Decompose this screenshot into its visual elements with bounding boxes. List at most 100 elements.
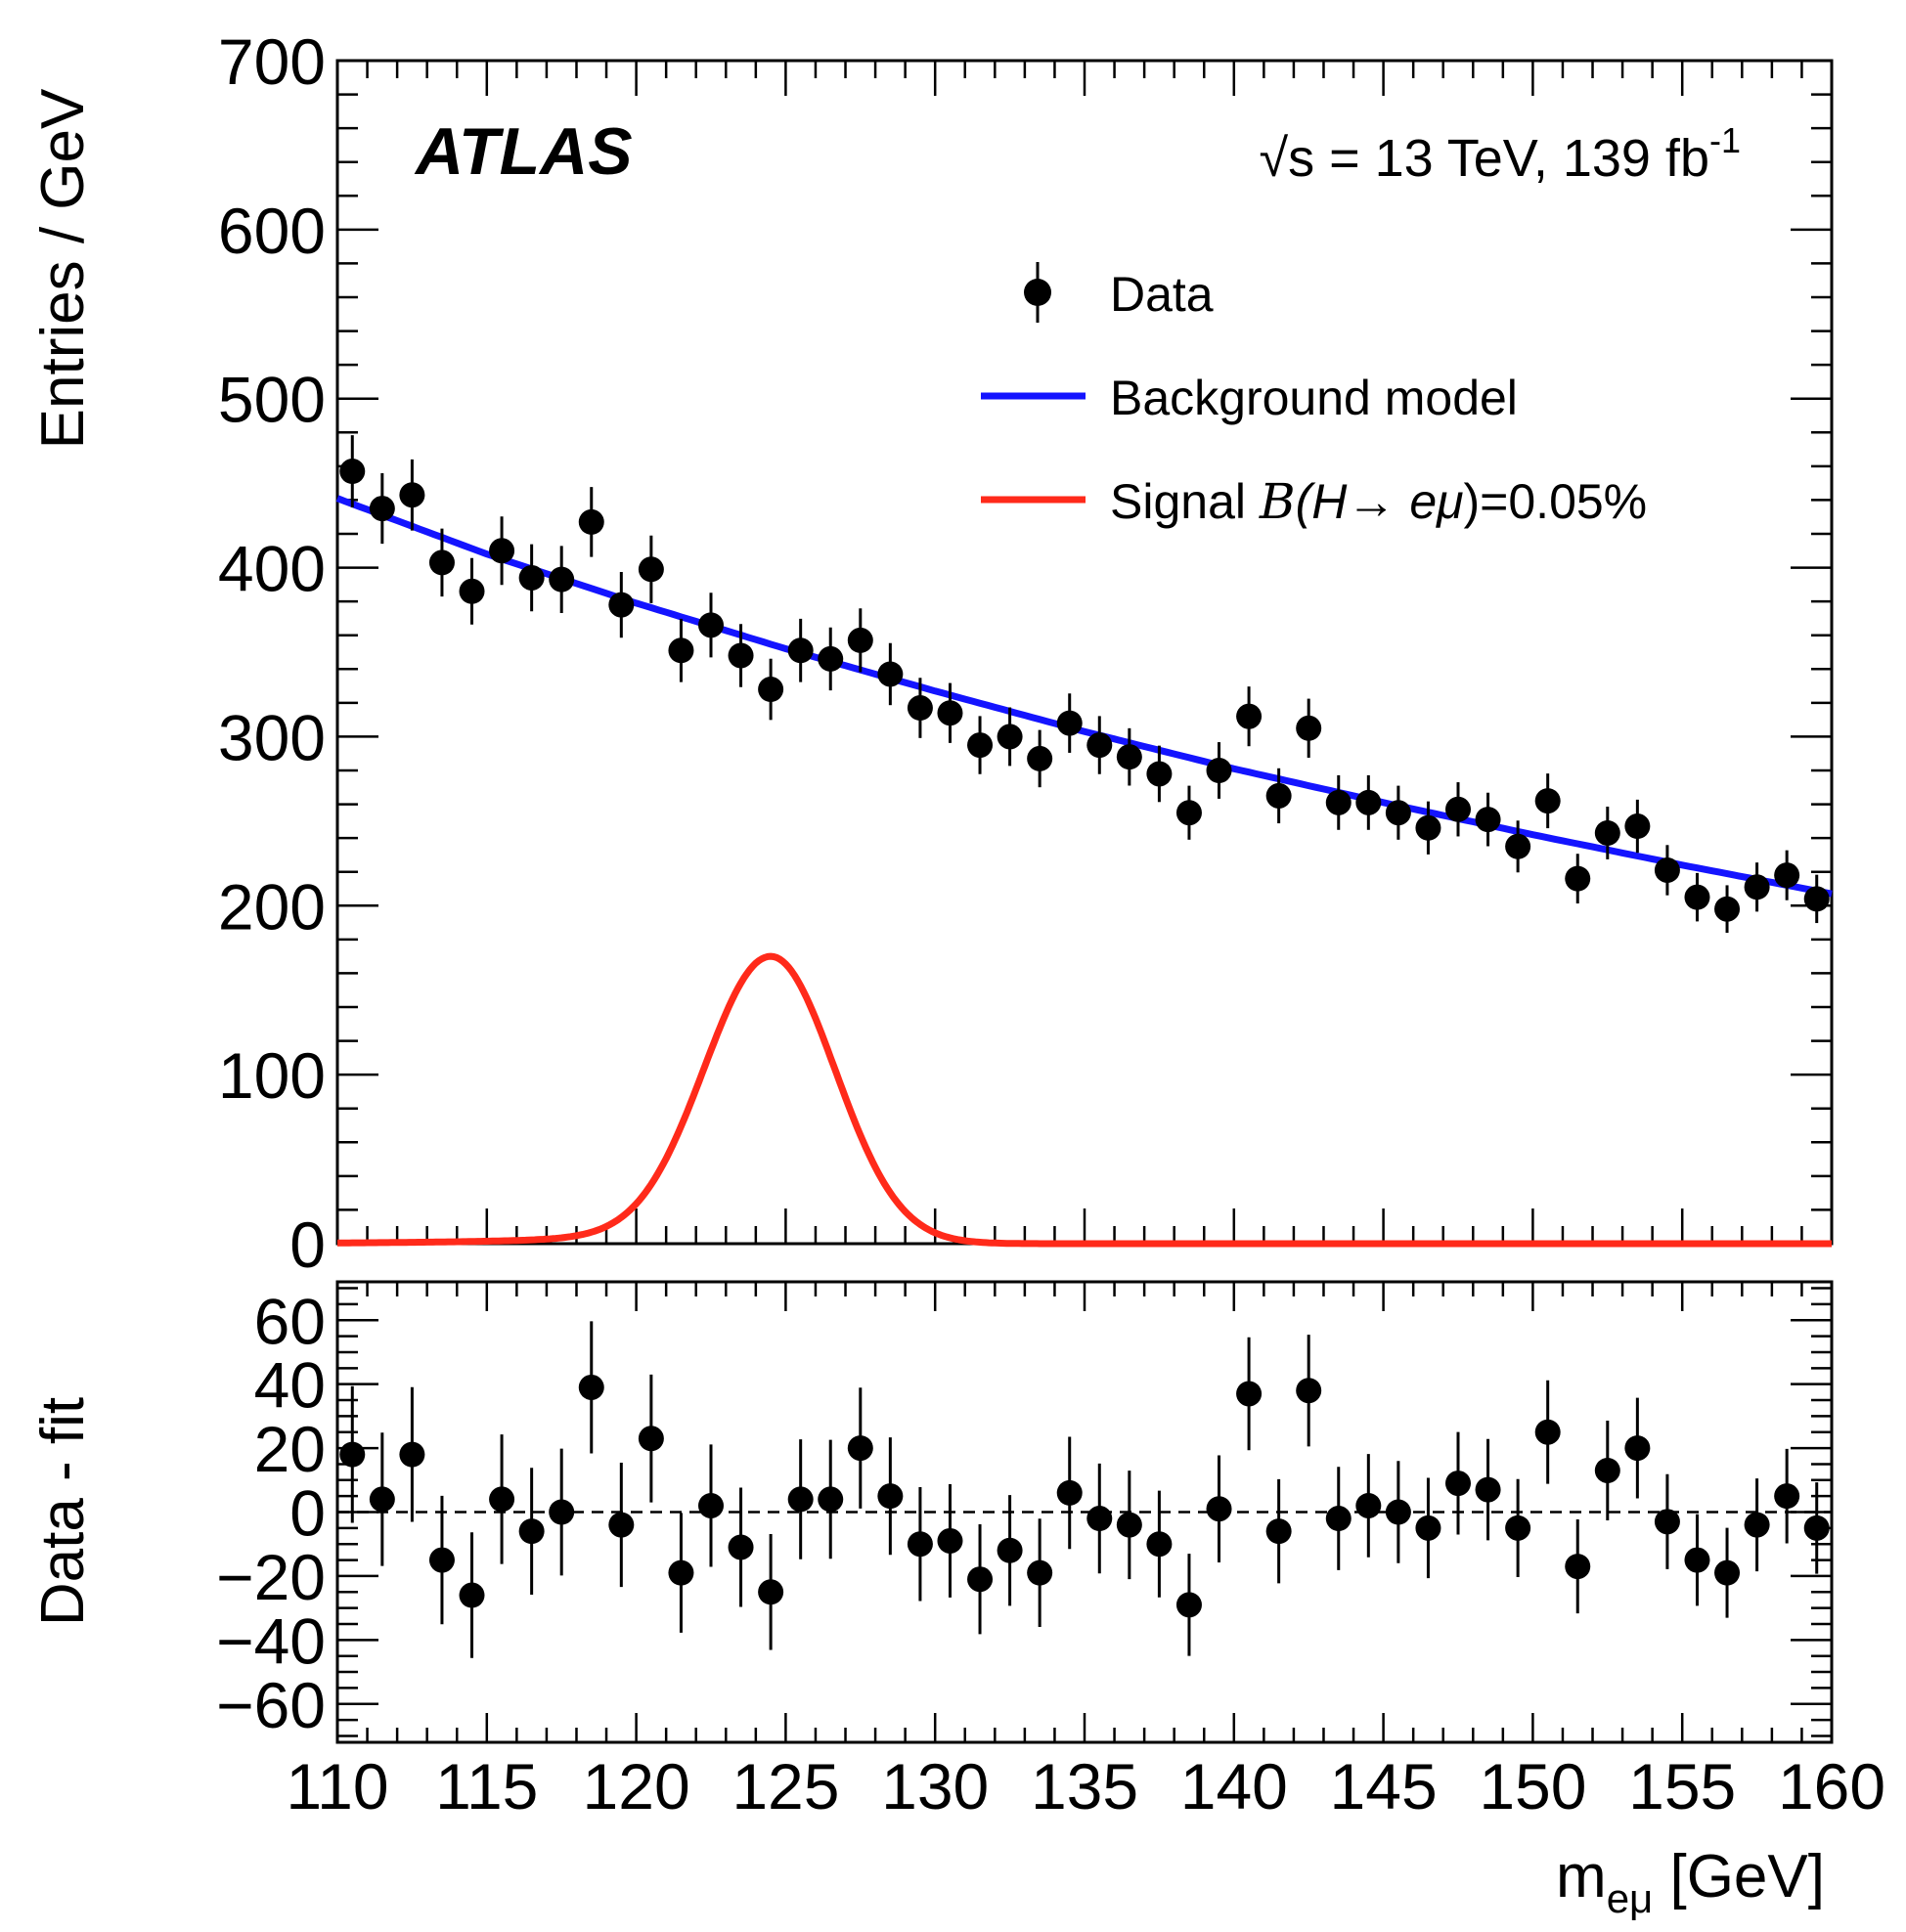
main-data-point xyxy=(1744,874,1770,900)
main-data-point xyxy=(1086,732,1113,759)
ratio-y-tick-label: −40 xyxy=(216,1604,326,1677)
ratio-data-point xyxy=(877,1483,904,1510)
ratio-data-point xyxy=(1027,1559,1053,1586)
legend: Data Background model Signal B(H→ eμ)=0.… xyxy=(981,262,1647,530)
ratio-data-point xyxy=(1056,1479,1083,1506)
ratio-data-point xyxy=(1505,1515,1531,1541)
ratio-data-point xyxy=(1774,1483,1800,1510)
main-y-tick-labels: 0 100 200 300 400 500 600 700 xyxy=(218,25,326,1281)
main-plot-frame xyxy=(335,59,1834,1246)
ratio-y-tick-label: −60 xyxy=(216,1669,326,1741)
legend-signal-prefix: Signal xyxy=(1110,474,1260,529)
ratio-data-point xyxy=(489,1486,515,1513)
legend-signal-emu: eμ xyxy=(1409,474,1463,529)
main-data-point xyxy=(1624,813,1651,840)
energy-lumi-label: √s = 13 TeV, 139 fb-1 xyxy=(1259,120,1741,188)
ratio-data-point xyxy=(698,1492,724,1518)
ratio-data-point xyxy=(1684,1547,1710,1573)
x-axis-title-unit: [GeV] xyxy=(1653,1843,1825,1910)
main-y-tick-label: 0 xyxy=(289,1208,326,1281)
ratio-data-point xyxy=(1565,1554,1591,1580)
legend-signal-h: (H xyxy=(1296,474,1349,529)
main-data-point xyxy=(728,642,754,669)
ratio-data-point xyxy=(847,1435,873,1462)
main-data-point xyxy=(578,508,604,535)
x-tick-label: 130 xyxy=(881,1750,989,1822)
main-data-point xyxy=(847,627,873,653)
ratio-data-point xyxy=(967,1566,994,1593)
main-y-axis-title: Entries / GeV xyxy=(29,88,97,449)
main-data-point xyxy=(1236,703,1263,729)
energy-lumi-superscript: -1 xyxy=(1709,120,1741,160)
main-data-point xyxy=(428,549,455,576)
main-data-point xyxy=(937,700,963,726)
main-data-point xyxy=(1803,886,1830,912)
ratio-data-point xyxy=(1714,1559,1741,1586)
background-model-curve xyxy=(335,495,1833,898)
ratio-data-point xyxy=(549,1499,575,1525)
x-tick-label: 115 xyxy=(435,1750,538,1822)
legend-data-marker xyxy=(1024,279,1051,306)
signal-curve xyxy=(336,952,1833,1248)
main-data-point xyxy=(1774,862,1800,889)
x-tick-label: 135 xyxy=(1031,1750,1138,1822)
ratio-data-point xyxy=(1475,1476,1501,1503)
ratio-data-point xyxy=(1146,1531,1173,1558)
ratio-data-point xyxy=(668,1559,694,1586)
main-data-points xyxy=(339,435,1830,934)
ratio-data-point xyxy=(1206,1496,1232,1522)
main-data-point xyxy=(459,578,485,604)
main-data-point xyxy=(758,677,784,703)
main-data-point xyxy=(638,556,664,583)
x-tick-label: 155 xyxy=(1628,1750,1736,1822)
main-data-point xyxy=(518,564,545,591)
ratio-data-point xyxy=(907,1531,933,1558)
ratio-data-point xyxy=(638,1426,664,1452)
main-data-point xyxy=(1385,800,1411,826)
main-data-point xyxy=(1445,796,1471,822)
ratio-data-point xyxy=(369,1486,395,1513)
legend-signal-b: B xyxy=(1259,473,1296,530)
main-data-point xyxy=(1296,715,1322,741)
main-data-point xyxy=(1534,788,1561,814)
main-data-point xyxy=(1415,814,1441,841)
ratio-data-point xyxy=(1534,1419,1561,1445)
main-data-point xyxy=(339,459,366,485)
ratio-data-point xyxy=(1236,1381,1263,1407)
main-data-point xyxy=(608,592,635,618)
ratio-data-point xyxy=(1175,1592,1202,1618)
x-tick-label: 110 xyxy=(286,1750,388,1822)
ratio-data-point xyxy=(1744,1512,1770,1538)
main-data-point xyxy=(1146,761,1173,787)
main-data-point xyxy=(1475,807,1501,833)
main-data-point xyxy=(1355,789,1382,815)
x-tick-label: 145 xyxy=(1330,1750,1438,1822)
ratio-data-point xyxy=(1624,1435,1651,1462)
x-tick-label: 125 xyxy=(731,1750,839,1822)
ratio-y-tick-label: −20 xyxy=(216,1541,326,1613)
x-tick-label: 120 xyxy=(583,1750,690,1822)
main-y-tick-label: 700 xyxy=(218,25,326,98)
main-data-point xyxy=(698,612,724,638)
ratio-data-point xyxy=(1086,1506,1113,1532)
ratio-data-point xyxy=(1265,1518,1292,1545)
ratio-data-point xyxy=(937,1527,963,1554)
x-axis-title-m: m xyxy=(1556,1843,1607,1910)
main-data-point xyxy=(1505,833,1531,859)
energy-lumi-text: √s = 13 TeV, 139 fb xyxy=(1259,129,1709,188)
ratio-data-point xyxy=(997,1537,1023,1563)
main-data-point xyxy=(1027,745,1053,771)
ratio-data-point xyxy=(1654,1509,1680,1535)
main-data-point xyxy=(1056,710,1083,736)
legend-signal-suffix: )=0.05% xyxy=(1464,474,1648,529)
ratio-data-point xyxy=(518,1518,545,1545)
main-data-point xyxy=(877,661,904,687)
ratio-data-point xyxy=(758,1579,784,1605)
ratio-data-point xyxy=(1594,1457,1620,1483)
x-tick-label: 140 xyxy=(1180,1750,1288,1822)
main-y-tick-label: 100 xyxy=(218,1039,326,1112)
main-data-point xyxy=(1206,758,1232,783)
legend-data-label: Data xyxy=(1110,267,1214,322)
signal-layer xyxy=(336,952,1833,1248)
